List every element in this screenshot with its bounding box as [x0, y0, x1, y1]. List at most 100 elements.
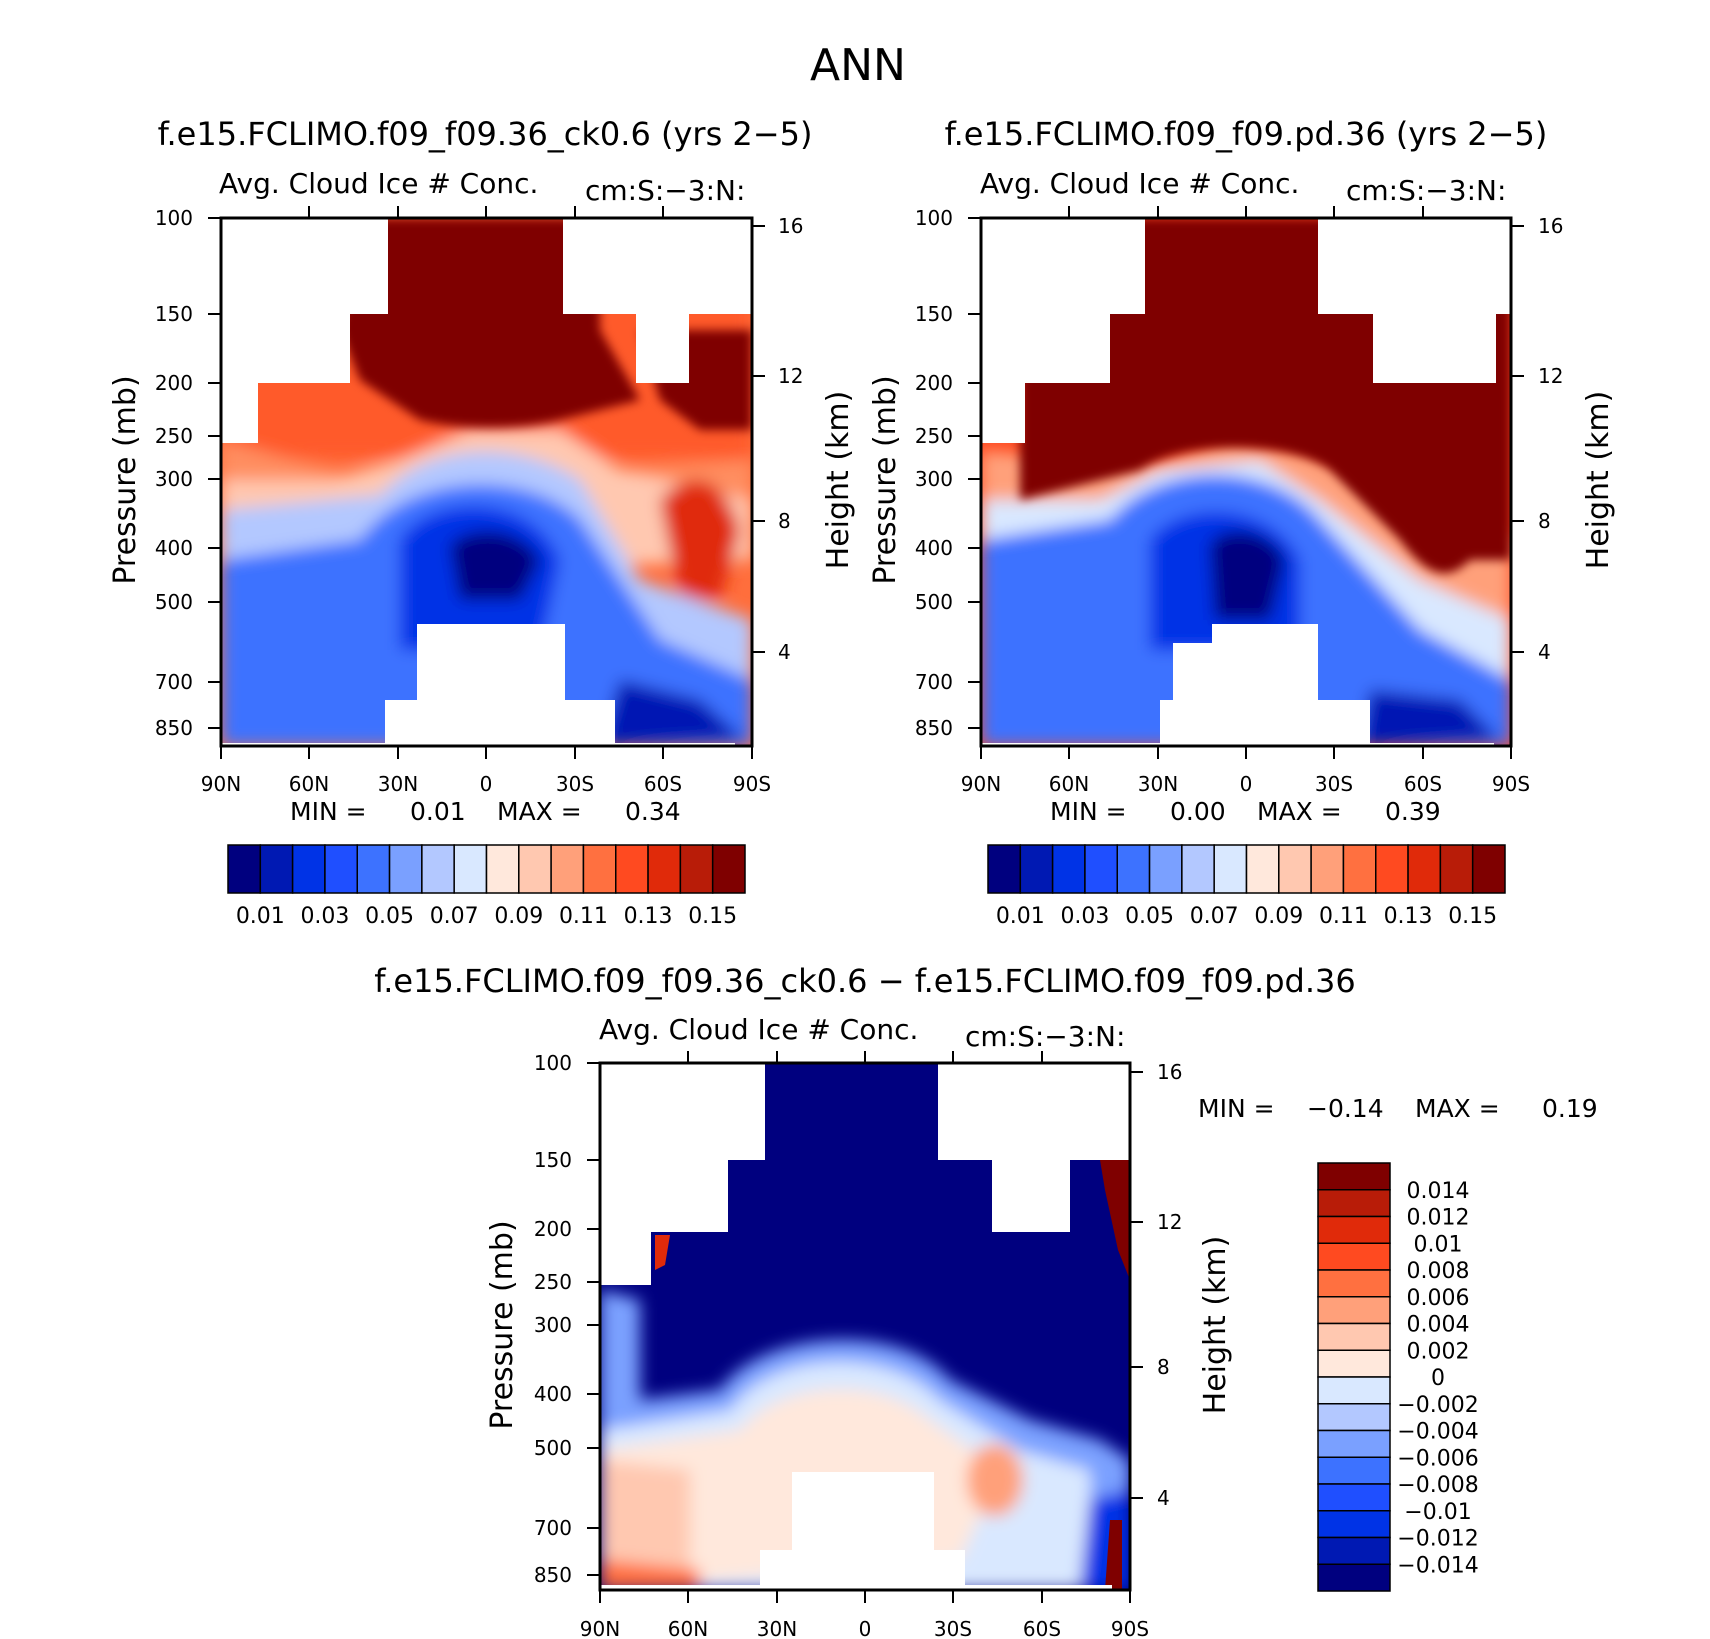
colorbar-label: 0.05	[365, 904, 414, 929]
colorbar-swatch	[615, 844, 649, 894]
y2-tick-label: 16	[778, 214, 803, 238]
colorbar: 0.01 0.03 0.05 0.07 0.09 0.11 0.13 0.15	[227, 844, 746, 929]
y2-tick-label: 4	[1157, 1486, 1170, 1510]
y2-tick-label: 12	[778, 364, 803, 388]
x-tick-label: 90N	[201, 772, 241, 796]
y2-ticks	[1511, 225, 1524, 653]
y-tick-label: 400	[155, 536, 193, 560]
y-ticks	[968, 217, 981, 729]
colorbar-swatch	[1317, 1215, 1391, 1244]
colorbar-swatch	[1317, 1403, 1391, 1432]
colorbar-swatch	[453, 844, 488, 894]
y2-axis-label: Height (km)	[1581, 391, 1616, 570]
y-tick-label: 100	[155, 206, 193, 230]
colorbar-swatch	[582, 844, 617, 894]
y-tick-label: 100	[534, 1051, 572, 1075]
y-tick-label: 150	[915, 302, 953, 326]
colorbar-label: 0.09	[1254, 904, 1303, 929]
y2-tick-label: 12	[1157, 1210, 1182, 1234]
colorbar-label: 0.014	[1407, 1179, 1470, 1204]
y-tick-label: 500	[155, 590, 193, 614]
colorbar: 0.01 0.03 0.05 0.07 0.09 0.11 0.13 0.15	[987, 844, 1506, 929]
y-tick-label: 250	[534, 1270, 572, 1294]
colorbar-label: 0.004	[1407, 1313, 1470, 1338]
colorbar-label: 0.012	[1407, 1206, 1470, 1231]
colorbar-label: 0	[1431, 1366, 1445, 1391]
colorbar-label: 0.13	[1384, 904, 1433, 929]
colorbar-swatch	[1317, 1483, 1391, 1512]
x-tick-label: 90N	[580, 1617, 620, 1639]
y-tick-label: 500	[915, 590, 953, 614]
colorbar-swatch	[485, 844, 520, 894]
y-ticks	[208, 217, 221, 729]
colorbar-swatch	[356, 844, 391, 894]
colorbar-swatch	[1245, 844, 1280, 894]
y-tick-label: 850	[155, 716, 193, 740]
colorbar-swatch	[1317, 1536, 1391, 1565]
colorbar-swatch	[1375, 844, 1409, 894]
x-tick-label: 30S	[934, 1617, 972, 1639]
y2-tick-label: 8	[778, 509, 791, 533]
colorbar-swatch	[1439, 844, 1474, 894]
colorbar-swatch	[1317, 1456, 1391, 1485]
colorbar-label: 0.11	[559, 904, 608, 929]
colorbar-swatch	[291, 844, 326, 894]
panel-subtitle-right: cm:S:−3:N:	[585, 174, 745, 207]
colorbar-label: 0.11	[1319, 904, 1368, 929]
colorbar-label: 0.15	[1448, 904, 1497, 929]
panel-title: f.e15.FCLIMO.f09_f09.36_ck0.6 (yrs 2−5)	[158, 115, 813, 153]
x-tick-label: 0	[480, 772, 493, 796]
colorbar-swatch	[1116, 844, 1151, 894]
colorbar-swatch	[388, 844, 423, 894]
y-tick-label: 150	[534, 1148, 572, 1172]
main-title: ANN	[810, 40, 906, 91]
x-tick-label: 30N	[1138, 772, 1178, 796]
colorbar-swatch	[421, 844, 455, 894]
colorbar-swatch	[1317, 1563, 1391, 1592]
y-tick-label: 100	[915, 206, 953, 230]
y-tick-label: 200	[534, 1217, 572, 1241]
colorbar-label: 0.05	[1125, 904, 1174, 929]
colorbar-label: −0.012	[1397, 1527, 1478, 1552]
panel-subtitle-right: cm:S:−3:N:	[1346, 174, 1506, 207]
y-tick-label: 250	[915, 424, 953, 448]
y-tick-label: 700	[915, 670, 953, 694]
colorbar-label: −0.004	[1397, 1420, 1478, 1445]
colorbar-swatch	[1084, 844, 1118, 894]
colorbar-label: 0.03	[300, 904, 349, 929]
colorbar-swatch	[1148, 844, 1183, 894]
colorbar-label: −0.014	[1397, 1553, 1478, 1578]
y2-tick-labels: 16 12 8 4	[778, 214, 803, 664]
min-label: MIN =	[1198, 1094, 1275, 1123]
x-tick-label: 90S	[1492, 772, 1530, 796]
colorbar-swatch	[1317, 1296, 1391, 1325]
panel-subtitle-left: Avg. Cloud Ice # Conc.	[980, 167, 1299, 200]
x-tick-label: 60N	[289, 772, 329, 796]
y-tick-label: 200	[155, 371, 193, 395]
colorbar-label: 0.008	[1407, 1259, 1470, 1284]
max-label: MAX =	[497, 797, 582, 826]
colorbar-swatch	[1317, 1376, 1391, 1405]
x-tick-label: 90S	[1111, 1617, 1149, 1639]
colorbar-swatch	[259, 844, 294, 894]
x-tick-label: 30S	[556, 772, 594, 796]
y2-ticks	[752, 225, 765, 653]
colorbar-label: 0.01	[236, 904, 285, 929]
colorbar-label: 0.09	[494, 904, 543, 929]
colorbar-swatch	[324, 844, 358, 894]
max-label: MAX =	[1415, 1094, 1500, 1123]
x-tick-label: 90N	[961, 772, 1001, 796]
x-tick-label: 0	[1240, 772, 1253, 796]
min-label: MIN =	[290, 797, 367, 826]
x-tick-label: 30S	[1315, 772, 1353, 796]
colorbar-label: 0.13	[624, 904, 673, 929]
x-tick-label: 30N	[757, 1617, 797, 1639]
y2-ticks	[1130, 1071, 1143, 1499]
y-tick-labels: 100 150 200 250 300 400 500 700 850	[534, 1051, 572, 1587]
colorbar-swatch	[1471, 844, 1506, 894]
colorbar-label: 0.03	[1060, 904, 1109, 929]
y-tick-label: 200	[915, 371, 953, 395]
x-tick-label: 60S	[1404, 772, 1442, 796]
panel-bottom-difference: f.e15.FCLIMO.f09_f09.36_ck0.6 − f.e15.FC…	[374, 962, 1597, 1639]
colorbar-swatch	[1181, 844, 1215, 894]
